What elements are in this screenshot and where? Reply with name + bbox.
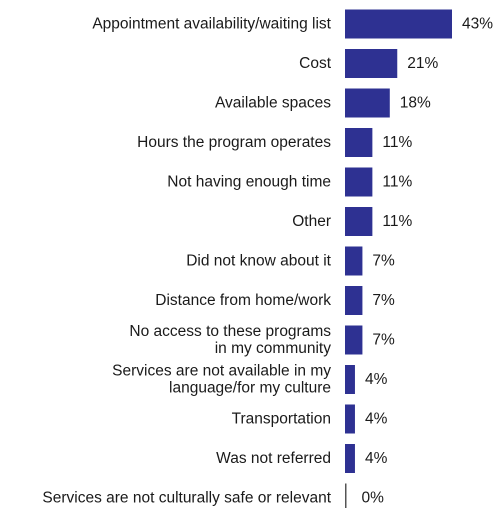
bar <box>345 483 347 508</box>
value-label: 18% <box>400 95 431 112</box>
value-label: 11% <box>382 213 412 230</box>
bar <box>345 365 355 394</box>
category-label: Did not know about it <box>186 253 331 270</box>
bar <box>345 167 373 197</box>
category-label: No access to these programs in my communi… <box>129 323 331 357</box>
value-label: 0% <box>362 490 385 507</box>
category-label: Cost <box>299 55 332 72</box>
category-label: Distance from home/work <box>155 292 331 309</box>
bar <box>345 128 373 157</box>
value-label: 11% <box>382 174 412 191</box>
category-label: Hours the program operates <box>137 134 331 151</box>
category-label: Other <box>292 213 331 230</box>
value-label: 21% <box>407 55 438 72</box>
category-label: Services are not culturally safe or rele… <box>42 490 331 507</box>
value-label: 11% <box>382 134 412 151</box>
bar <box>345 9 452 39</box>
value-label: 4% <box>365 411 388 428</box>
category-label: Available spaces <box>215 95 331 112</box>
category-label: Was not referred <box>216 450 331 467</box>
value-label: 4% <box>365 371 388 388</box>
bar <box>345 246 363 276</box>
value-label: 7% <box>372 332 395 349</box>
category-label: Not having enough time <box>167 174 331 191</box>
category-label: Transportation <box>232 411 331 428</box>
value-label: 7% <box>372 292 395 309</box>
bar <box>345 404 355 434</box>
bar <box>345 444 355 473</box>
bar <box>345 325 363 355</box>
bar <box>345 49 398 78</box>
value-label: 7% <box>372 253 395 270</box>
bar <box>345 286 363 315</box>
bar <box>345 88 390 118</box>
category-label: Services are not available in my language… <box>112 363 331 397</box>
category-label: Appointment availability/waiting list <box>92 16 331 33</box>
bar <box>345 207 373 236</box>
value-label: 43% <box>462 16 493 33</box>
value-label: 4% <box>365 450 388 467</box>
